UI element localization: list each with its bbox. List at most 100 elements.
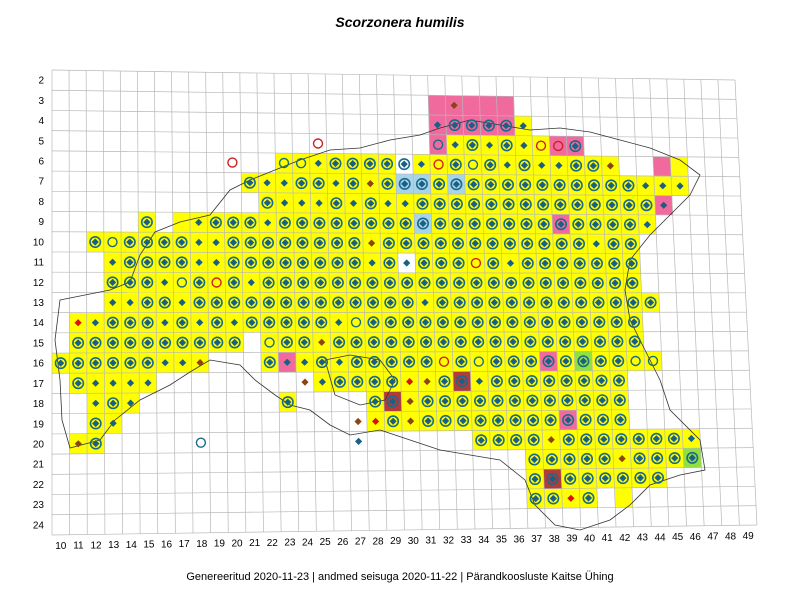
occurrence-diamond-16-10: [160, 238, 168, 246]
occurrence-diamond-33-19: [459, 417, 467, 425]
column-label: 35: [496, 535, 508, 546]
occurrence-circle-33-17: [455, 375, 468, 388]
occurrence-ring-39-5: [553, 140, 564, 152]
occurrence-diamond-31-10: [419, 239, 428, 247]
occurrence-circle-43-11: [625, 257, 638, 270]
occurrence-ring-34-16: [473, 356, 484, 367]
occurrence-circle-21-11: [245, 256, 258, 269]
occurrence-diamond-42-20: [617, 435, 625, 443]
occurrence-diamond-32-19: [442, 417, 450, 425]
occurrence-circle-36-15: [506, 335, 519, 348]
occurrence-diamond-43-11: [628, 259, 636, 268]
occurrence-circle-25-7: [312, 177, 325, 190]
occurrence-diamond-38-7: [538, 181, 546, 189]
occurrence-circle-20-15: [228, 336, 241, 349]
occurrence-circle-30-7: [398, 177, 411, 190]
grid-vline: [666, 78, 687, 527]
occurrence-diamond-16-16: [161, 359, 169, 367]
occurrence-circle-29-14: [384, 316, 397, 329]
occurrence-circle-27-7: [347, 177, 360, 190]
occurrence-diamond-38-22: [549, 475, 557, 483]
occurrence-diamond-33-17: [458, 377, 466, 385]
occurrence-circle-27-17: [351, 375, 364, 388]
column-label: 43: [637, 533, 649, 544]
occurrence-circle-40-12: [574, 276, 587, 289]
occurrence-circle-29-13: [384, 296, 397, 309]
occurrence-circle-39-9: [554, 218, 567, 231]
occurrence-diamond-30-18: [406, 397, 414, 405]
occurrence-diamond-35-10: [489, 239, 497, 248]
occurrence-diamond-28-16: [370, 358, 378, 366]
occurrence-circle-32-10: [434, 237, 447, 250]
occurrence-diamond-23-7: [280, 179, 288, 187]
row-label: 15: [33, 338, 45, 349]
occurrence-circle-19-9: [209, 216, 222, 229]
grid-cell-43-16: [626, 351, 645, 371]
occurrence-circle-41-20: [597, 433, 610, 446]
occurrence-circle-32-12: [435, 276, 448, 289]
occurrence-diamond-22-8: [263, 199, 271, 207]
occurrence-diamond-36-12: [507, 279, 515, 287]
row-label: 12: [33, 278, 45, 289]
occurrence-circle-38-14: [541, 316, 554, 329]
occurrence-diamond-31-19: [424, 417, 432, 425]
occurrence-diamond-41-8: [591, 201, 599, 209]
occurrence-circle-24-10: [296, 236, 309, 249]
occurrence-diamond-12-10: [91, 238, 99, 246]
occurrence-diamond-33-13: [456, 298, 464, 307]
row-label: 20: [33, 440, 45, 451]
occurrence-circle-34-14: [471, 316, 484, 329]
occurrence-circle-31-11: [417, 256, 430, 269]
occurrence-diamond-23-18: [284, 398, 292, 406]
occurrence-ring-13-10: [107, 236, 118, 248]
occurrence-diamond-27-6: [349, 160, 357, 168]
grid-vline: [188, 71, 194, 534]
occurrence-diamond-44-8: [642, 201, 651, 209]
occurrence-circle-31-16: [420, 355, 433, 368]
occurrence-diamond-26-7: [332, 179, 340, 187]
occurrence-diamond-13-13: [109, 298, 117, 307]
grid-cell-13-10: [103, 232, 122, 253]
occurrence-circle-25-11: [314, 256, 327, 269]
occurrence-diamond-25-12: [317, 279, 325, 287]
column-label: 18: [196, 539, 208, 550]
occurrence-diamond-41-19: [599, 416, 607, 424]
occurrence-circle-27-11: [348, 256, 361, 269]
row-label: 22: [33, 480, 45, 491]
occurrence-diamond-32-18: [441, 397, 449, 405]
occurrence-diamond-16-13: [161, 298, 169, 307]
occurrence-circle-17-15: [176, 336, 189, 349]
occurrence-diamond-30-13: [404, 298, 412, 307]
occurrence-circle-21-10: [244, 236, 257, 249]
occurrence-circle-28-15: [367, 336, 380, 349]
occurrence-diamond-39-7: [556, 181, 564, 189]
occurrence-diamond-33-9: [453, 220, 462, 228]
occurrence-diamond-27-10: [350, 239, 358, 247]
occurrence-circle-41-14: [593, 315, 606, 328]
occurrence-circle-41-8: [588, 198, 601, 211]
occurrence-diamond-27-11: [351, 259, 359, 267]
occurrence-circle-38-22: [546, 472, 559, 485]
occurrence-diamond-42-15: [613, 337, 621, 346]
occurrence-diamond-23-10: [281, 239, 289, 247]
occurrence-circle-10-16: [54, 357, 67, 370]
occurrence-diamond-31-8: [418, 200, 427, 208]
occurrence-diamond-39-18: [563, 396, 571, 404]
occurrence-diamond-35-8: [487, 200, 495, 208]
occurrence-circle-43-9: [623, 218, 636, 231]
occurrence-circle-27-10: [348, 237, 361, 250]
occurrence-circle-18-12: [193, 276, 206, 289]
occurrence-diamond-26-14: [335, 318, 343, 326]
occurrence-circle-15-9: [140, 216, 153, 229]
occurrence-diamond-38-11: [541, 259, 549, 267]
occurrence-circle-24-7: [295, 177, 308, 190]
column-label: 47: [707, 532, 719, 543]
occurrence-diamond-15-10: [143, 238, 151, 246]
column-label: 22: [267, 538, 279, 549]
occurrence-circle-15-15: [141, 336, 154, 349]
occurrence-diamond-39-13: [560, 298, 568, 307]
occurrence-diamond-31-13: [421, 298, 429, 307]
occurrence-circle-28-17: [368, 375, 381, 388]
occurrence-circle-26-15: [333, 336, 346, 349]
grid-vline: [68, 70, 70, 535]
